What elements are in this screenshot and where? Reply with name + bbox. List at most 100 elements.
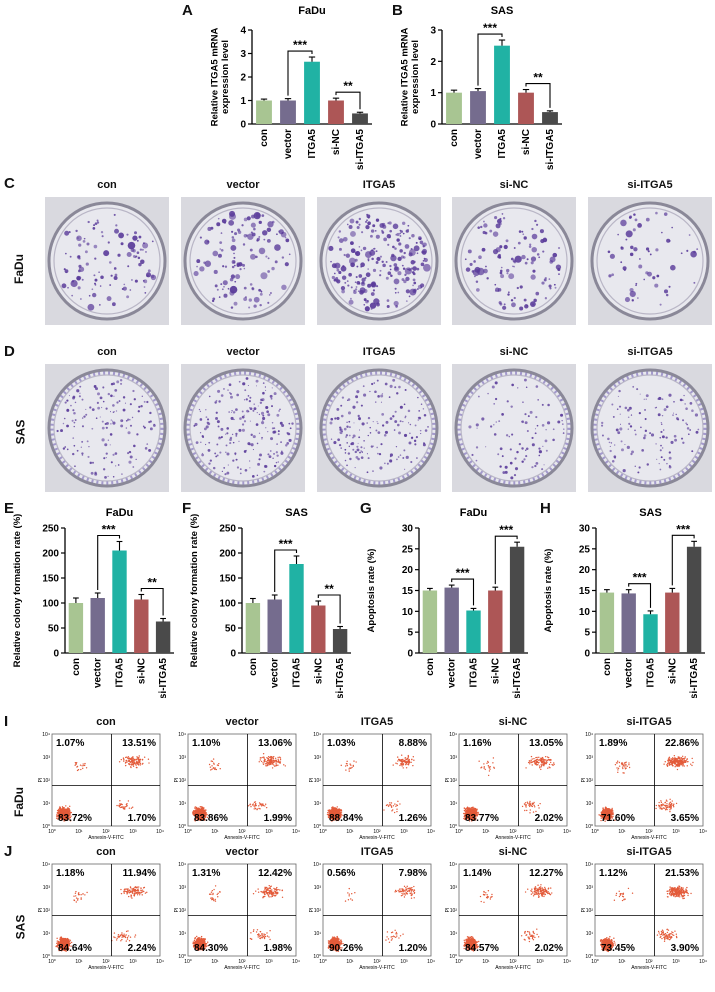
colony xyxy=(345,436,347,438)
colony xyxy=(695,430,699,434)
colony xyxy=(194,422,198,426)
colony xyxy=(62,422,65,425)
colony xyxy=(129,403,132,406)
colony xyxy=(621,448,624,452)
colony xyxy=(398,242,402,246)
x-tick-label: 10³ xyxy=(129,829,137,835)
event-dot xyxy=(396,804,399,807)
event-dot xyxy=(262,762,264,764)
event-dot xyxy=(476,813,479,816)
colony xyxy=(649,432,652,435)
colony xyxy=(341,396,345,399)
colony xyxy=(262,391,265,395)
colony xyxy=(81,417,84,419)
colony xyxy=(222,265,225,268)
event-dot xyxy=(335,811,337,814)
colony xyxy=(251,232,256,237)
column-label-vector: vector xyxy=(226,179,260,191)
colony xyxy=(370,292,375,296)
colony xyxy=(421,243,424,246)
event-dot xyxy=(75,761,78,764)
event-dot xyxy=(201,816,203,818)
event-dot xyxy=(64,812,67,815)
bar-vector xyxy=(444,587,459,653)
event-dot xyxy=(346,764,349,767)
colony xyxy=(357,414,360,418)
event-dot xyxy=(135,764,137,766)
panel-letter-a: A xyxy=(182,2,193,19)
colony xyxy=(267,301,270,304)
colony xyxy=(131,416,134,419)
colony xyxy=(142,425,145,428)
y-tick-label: 3 xyxy=(240,49,246,60)
event-dot xyxy=(212,767,214,769)
colony xyxy=(366,219,368,222)
significance-label: *** xyxy=(279,537,293,551)
event-dot xyxy=(124,756,127,759)
colony xyxy=(280,450,283,453)
event-dot xyxy=(270,761,272,764)
colony xyxy=(362,246,367,251)
edge-colonies xyxy=(593,371,707,485)
colony xyxy=(471,453,474,457)
column-label-si-ITGA5: si-ITGA5 xyxy=(627,346,673,358)
colony xyxy=(143,426,146,429)
event-dot xyxy=(202,818,204,820)
colony xyxy=(510,299,514,302)
event-dot xyxy=(192,811,194,813)
event-dot xyxy=(68,819,71,821)
event-dot xyxy=(253,805,255,807)
y-tick-label: 0 xyxy=(53,649,59,660)
colony xyxy=(214,401,217,404)
colony xyxy=(143,400,146,403)
significance-label: *** xyxy=(676,522,690,536)
colony xyxy=(253,407,257,411)
colony xyxy=(87,455,90,458)
colony xyxy=(81,398,84,401)
colony xyxy=(241,224,244,227)
quadrant-percent-ul: 1.07% xyxy=(56,738,84,749)
colony xyxy=(375,218,380,222)
colony xyxy=(365,224,370,230)
colony xyxy=(693,250,696,254)
event-dot xyxy=(277,760,280,763)
colony xyxy=(277,461,280,463)
x-tick-label: con xyxy=(449,129,460,147)
colony xyxy=(252,435,256,439)
event-dot xyxy=(199,819,201,822)
colony xyxy=(601,434,604,437)
colony xyxy=(387,271,392,276)
y-tick-label: 10¹ xyxy=(43,801,51,807)
event-dot xyxy=(265,765,267,767)
colony xyxy=(338,270,342,275)
colony xyxy=(218,400,221,403)
colony xyxy=(259,292,263,296)
colony xyxy=(414,424,417,427)
column-label-con: con xyxy=(96,716,116,728)
colony xyxy=(243,267,246,270)
colony xyxy=(348,299,354,305)
colony xyxy=(223,387,225,390)
event-dot xyxy=(120,758,123,761)
row-label-i: FaDu xyxy=(12,787,26,817)
colony xyxy=(70,279,78,288)
colony xyxy=(344,281,347,284)
colony xyxy=(225,451,227,454)
colony xyxy=(349,218,355,224)
colony xyxy=(151,240,154,243)
colony xyxy=(256,385,258,387)
colony xyxy=(384,462,386,465)
colony xyxy=(386,299,390,302)
colony xyxy=(615,428,619,432)
colony xyxy=(625,238,628,241)
colony xyxy=(363,440,365,442)
event-dot xyxy=(60,813,62,815)
significance-bracket xyxy=(628,583,652,608)
colony-plate-ITGA5 xyxy=(317,197,441,325)
colony xyxy=(544,277,547,280)
dish-inner-rim xyxy=(53,207,161,315)
colony xyxy=(120,419,124,423)
colony xyxy=(631,299,634,302)
colony xyxy=(217,253,222,258)
event-dot xyxy=(130,763,133,766)
